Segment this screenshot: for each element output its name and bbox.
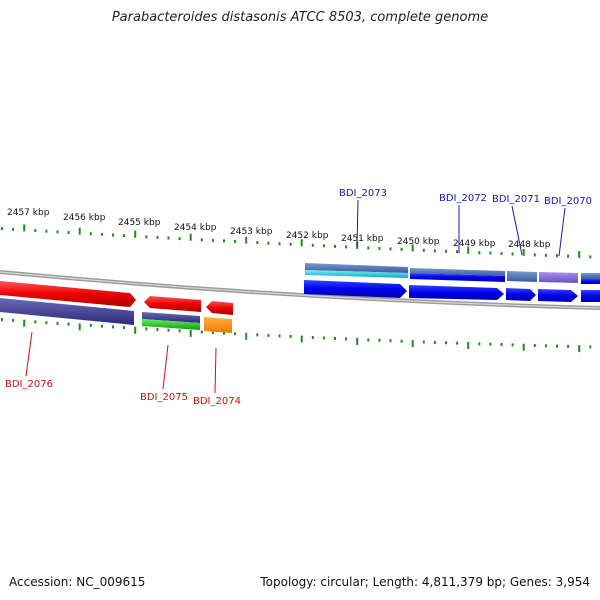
kbp-label-2451: 2451 kbp <box>341 234 384 244</box>
kbp-label-2449: 2449 kbp <box>453 239 496 249</box>
topology-text: Topology: circular; Length: 4,811,379 bp… <box>260 575 590 589</box>
kbp-label-2456: 2456 kbp <box>63 213 106 223</box>
inner-tick-ruler <box>1 318 592 353</box>
gene-arrow-BDI_2073[interactable] <box>304 280 407 298</box>
leader-line <box>162 344 169 390</box>
outer-tick-ruler <box>1 224 592 259</box>
cog-bar <box>142 312 200 323</box>
accession-text: Accession: NC_009615 <box>9 575 146 589</box>
gene-label-BDI_2076: BDI_2076 <box>5 379 53 390</box>
leader-line <box>558 207 566 257</box>
gene-arrow-BDI_2071[interactable] <box>506 288 536 301</box>
cog-bar <box>581 273 600 279</box>
forward-gene-labels: BDI_2073 BDI_2072 BDI_2071 BDI_2070 <box>339 188 592 257</box>
kbp-label-2452: 2452 kbp <box>286 231 329 241</box>
cog-bar <box>581 279 600 284</box>
cog-bar <box>539 272 578 283</box>
gene-label-BDI_2074: BDI_2074 <box>193 396 241 407</box>
gene-arrow-BDI_2074[interactable] <box>206 301 233 315</box>
leader-line <box>356 199 359 248</box>
forward-cog-track <box>305 263 600 284</box>
gene-arrow-BDI_2076[interactable] <box>0 281 136 307</box>
cog-bar <box>204 317 232 333</box>
reverse-gene-track <box>0 281 233 315</box>
gene-label-BDI_2075: BDI_2075 <box>140 392 188 403</box>
kbp-label-2455: 2455 kbp <box>118 218 161 228</box>
leader-line <box>214 347 217 394</box>
cog-bar <box>410 273 505 282</box>
cog-bar <box>507 271 537 282</box>
gene-label-BDI_2071: BDI_2071 <box>492 194 540 205</box>
gene-label-BDI_2072: BDI_2072 <box>439 193 487 204</box>
gene-arrow-BDI_2070[interactable] <box>538 289 578 302</box>
forward-gene-track <box>304 280 600 302</box>
cog-bar <box>0 298 134 325</box>
leader-line <box>25 331 33 377</box>
kbp-label-2448: 2448 kbp <box>508 240 551 250</box>
reverse-cog-track <box>0 298 232 333</box>
kbp-label-2457: 2457 kbp <box>7 208 50 218</box>
gene-arrow-BDI_2075[interactable] <box>144 296 201 312</box>
gene-arrow-partial[interactable] <box>581 290 600 302</box>
kbp-label-2450: 2450 kbp <box>397 237 440 247</box>
cog-bar <box>142 319 200 330</box>
gene-label-BDI_2073: BDI_2073 <box>339 188 387 199</box>
cog-bar <box>305 270 408 278</box>
map-title: Parabacteroides distasonis ATCC 8503, co… <box>111 10 489 25</box>
kbp-labels: 2457 kbp 2456 kbp 2455 kbp 2454 kbp 2453… <box>7 208 551 250</box>
kbp-label-2454: 2454 kbp <box>174 223 217 233</box>
reverse-gene-labels: BDI_2076 BDI_2075 BDI_2074 <box>5 331 241 407</box>
gene-arrow-BDI_2072[interactable] <box>409 285 504 300</box>
genome-backbone-highlight <box>0 271 600 309</box>
cog-bar <box>410 268 505 276</box>
leader-line <box>511 205 523 256</box>
gene-label-BDI_2070: BDI_2070 <box>544 196 592 207</box>
kbp-label-2453: 2453 kbp <box>230 227 273 237</box>
cog-bar <box>305 263 408 273</box>
